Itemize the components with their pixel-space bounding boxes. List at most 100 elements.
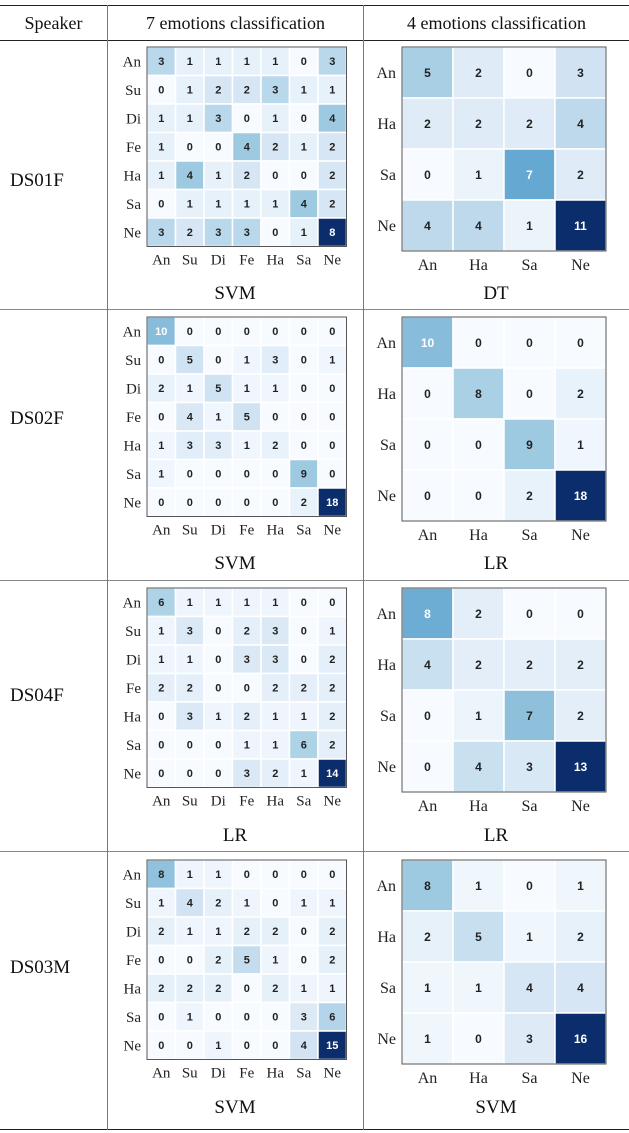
cell-value: 6 <box>301 740 307 752</box>
cell-value: 10 <box>421 336 435 350</box>
matrix-cell <box>503 199 556 252</box>
cell-value: 1 <box>301 711 307 723</box>
matrix-cell <box>503 587 556 640</box>
matrix-cell <box>554 1012 607 1065</box>
header-speaker: Speaker <box>24 13 83 33</box>
cell-value: 1 <box>244 199 250 211</box>
matrix-cell <box>554 46 607 99</box>
classifier-caption: LR <box>222 825 248 846</box>
cell-value: 0 <box>272 869 278 881</box>
cell-value: 0 <box>301 654 307 666</box>
matrix-cell <box>452 46 505 99</box>
header-4-emotions: 4 emotions classification <box>407 13 586 33</box>
matrix-cell <box>452 740 505 793</box>
cell-value: 1 <box>424 981 431 995</box>
row-label: Ne <box>377 759 396 776</box>
cell-value: 3 <box>526 760 533 774</box>
cell-value: 0 <box>244 113 250 125</box>
cell-value: 4 <box>301 1040 308 1052</box>
cell-value: 3 <box>272 626 278 638</box>
column-label: Ha <box>469 527 488 544</box>
matrix-cell <box>288 758 319 789</box>
cell-value: 4 <box>424 219 431 233</box>
row-label: Su <box>125 353 141 369</box>
cell-value: 1 <box>158 654 164 666</box>
matrix-cell <box>503 316 556 369</box>
cell-value: 1 <box>244 740 250 752</box>
cell-value: 2 <box>526 658 533 672</box>
column-label: Ne <box>571 798 590 815</box>
matrix-cell <box>401 961 454 1014</box>
cell-value: 1 <box>329 983 335 995</box>
cell-value: 0 <box>244 983 250 995</box>
matrix-cell <box>203 729 234 760</box>
row-label: Fe <box>126 140 141 156</box>
matrix-cell <box>203 644 234 675</box>
matrix-cell <box>317 615 348 646</box>
cell-value: 1 <box>244 383 250 395</box>
matrix-cell <box>260 458 291 489</box>
matrix-cell <box>174 430 205 461</box>
cell-value: 0 <box>272 412 278 424</box>
cell-value: 1 <box>187 56 193 68</box>
cell-value: 4 <box>187 898 194 910</box>
cell-value: 0 <box>215 768 221 780</box>
column-label: Ha <box>267 794 285 810</box>
cell-value: 1 <box>301 768 307 780</box>
cell-value: 5 <box>475 930 482 944</box>
matrix-cell <box>288 316 319 347</box>
cell-value: 8 <box>424 879 431 893</box>
matrix-cell <box>317 672 348 703</box>
cell-value: 1 <box>215 170 221 182</box>
cell-value: 0 <box>301 56 307 68</box>
cell-value: 0 <box>526 66 533 80</box>
cell-value: 0 <box>301 355 307 367</box>
row-label: Sa <box>380 437 396 454</box>
matrix-cell <box>503 418 556 471</box>
cell-value: 3 <box>272 355 278 367</box>
cell-value: 1 <box>272 113 278 125</box>
cell-value: 2 <box>424 117 431 131</box>
cell-value: 1 <box>244 355 250 367</box>
matrix-cell <box>452 97 505 150</box>
cell-value: 2 <box>475 658 482 672</box>
matrix-cell <box>288 103 319 134</box>
matrix-cell <box>288 217 319 248</box>
cell-value: 1 <box>215 597 221 609</box>
matrix-cell <box>503 1012 556 1065</box>
matrix-cell <box>231 1001 262 1032</box>
classifier-caption: SVM <box>214 553 256 574</box>
cell-value: 1 <box>272 597 278 609</box>
speaker-label: DS04F <box>10 685 64 706</box>
column-label: Ne <box>571 257 590 274</box>
column-label: Sa <box>296 523 311 539</box>
cell-value: 13 <box>574 760 588 774</box>
matrix-cell <box>260 944 291 975</box>
cell-value: 2 <box>329 926 335 938</box>
cell-value: 0 <box>301 869 307 881</box>
matrix-cell <box>503 961 556 1014</box>
cell-value: 1 <box>187 926 193 938</box>
column-label: An <box>152 253 171 269</box>
cell-value: 0 <box>187 326 193 338</box>
cell-value: 1 <box>187 199 193 211</box>
row-label: Ne <box>377 218 396 235</box>
column-label: Ha <box>469 257 488 274</box>
column-label: An <box>418 798 438 815</box>
cell-value: 0 <box>158 85 164 97</box>
column-label: An <box>152 523 171 539</box>
cell-value: 2 <box>475 66 482 80</box>
row-label: Sa <box>126 1010 141 1026</box>
cell-value: 2 <box>329 711 335 723</box>
cell-value: 4 <box>187 170 194 182</box>
matrix-cell <box>503 469 556 522</box>
cell-value: 1 <box>272 383 278 395</box>
matrix-cell <box>260 701 291 732</box>
column-label: Ha <box>469 1070 488 1087</box>
column-label: Ne <box>324 523 342 539</box>
matrix-cell <box>288 344 319 375</box>
cell-value: 0 <box>187 142 193 154</box>
cell-value: 0 <box>158 955 164 967</box>
matrix-frame <box>401 46 607 252</box>
cell-value: 0 <box>577 607 584 621</box>
